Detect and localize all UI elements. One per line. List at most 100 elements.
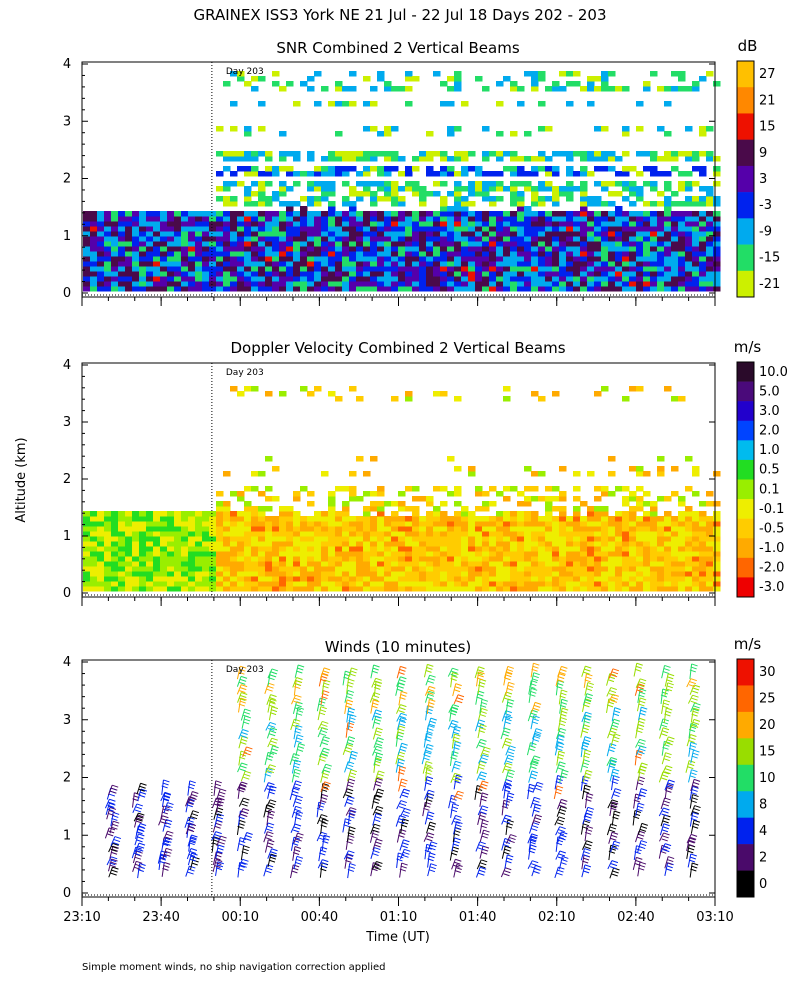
heatmap-cell (538, 156, 546, 162)
heatmap-cell (587, 236, 595, 242)
heatmap-cell (202, 221, 210, 227)
heatmap-cell (559, 536, 567, 542)
heatmap-cell (615, 231, 623, 237)
heatmap-cell (272, 496, 280, 502)
heatmap-cell (342, 561, 350, 567)
barb-flag (114, 836, 122, 840)
heatmap-cell (209, 241, 217, 247)
heatmap-cell (601, 491, 609, 497)
heatmap-cell (237, 496, 245, 502)
heatmap-cell (559, 586, 567, 592)
heatmap-cell (671, 201, 679, 207)
heatmap-cell (321, 576, 329, 582)
heatmap-cell (419, 526, 427, 532)
heatmap-cell (293, 156, 301, 162)
heatmap-cell (216, 586, 224, 592)
heatmap-cell (314, 546, 322, 552)
heatmap-cell (104, 211, 112, 217)
heatmap-cell (272, 196, 280, 202)
panel-content (83, 71, 721, 292)
heatmap-cell (510, 561, 518, 567)
barb-flag (347, 764, 354, 768)
heatmap-cell (468, 266, 476, 272)
heatmap-cell (594, 486, 602, 492)
heatmap-cell (573, 541, 581, 547)
heatmap-cell (258, 561, 266, 567)
heatmap-cell (650, 531, 658, 537)
wind-barb (293, 734, 304, 748)
heatmap-cell (419, 156, 427, 162)
heatmap-cell (398, 516, 406, 522)
heatmap-cell (538, 551, 546, 557)
wind-barb (319, 736, 330, 748)
heatmap-cell (356, 266, 364, 272)
heatmap-cell (447, 221, 455, 227)
heatmap-cell (573, 516, 581, 522)
heatmap-cell (307, 181, 315, 187)
heatmap-cell (153, 536, 161, 542)
wind-barb (188, 810, 199, 821)
barb-flag (347, 681, 354, 685)
heatmap-cell (433, 261, 441, 267)
barb-flag (324, 766, 332, 770)
barb-flag (108, 827, 116, 831)
barb-flag (295, 805, 302, 809)
heatmap-cell (349, 576, 357, 582)
barb-flag (242, 800, 249, 804)
heatmap-cell (97, 556, 105, 562)
heatmap-cell (230, 571, 238, 577)
heatmap-cell (419, 516, 427, 522)
heatmap-cell (454, 191, 462, 197)
heatmap-cell (482, 231, 490, 237)
heatmap-cell (272, 71, 280, 77)
heatmap-cell (335, 531, 343, 537)
heatmap-cell (552, 586, 560, 592)
heatmap-cell (664, 186, 672, 192)
heatmap-cell (125, 586, 133, 592)
barb-flag (111, 845, 118, 849)
heatmap-cell (552, 576, 560, 582)
heatmap-cell (657, 286, 665, 292)
heatmap-cell (174, 556, 182, 562)
heatmap-cell (335, 211, 343, 217)
heatmap-cell (531, 286, 539, 292)
heatmap-cell (454, 246, 462, 252)
heatmap-cell (510, 151, 518, 157)
heatmap-cell (496, 551, 504, 557)
heatmap-cell (524, 171, 532, 177)
heatmap-cell (258, 221, 266, 227)
heatmap-cell (601, 81, 609, 87)
heatmap-cell (706, 211, 714, 217)
barb-flag (346, 853, 354, 857)
heatmap-cell (545, 541, 553, 547)
heatmap-cell (601, 181, 609, 187)
heatmap-cell (650, 216, 658, 222)
heatmap-cell (349, 561, 357, 567)
heatmap-cell (104, 516, 112, 522)
barb-flag (321, 723, 328, 727)
heatmap-cell (321, 516, 329, 522)
heatmap-cell (97, 286, 105, 292)
heatmap-cell (678, 581, 686, 587)
wind-barb (134, 814, 144, 828)
heatmap-cell (216, 281, 224, 287)
heatmap-cell (237, 71, 245, 77)
heatmap-cell (342, 511, 350, 517)
heatmap-cell (713, 211, 721, 217)
heatmap-cell (657, 551, 665, 557)
barb-flag (239, 787, 246, 791)
heatmap-cell (629, 516, 637, 522)
barb-flag (112, 866, 119, 870)
heatmap-cell (482, 211, 490, 217)
barb-flag (241, 851, 248, 855)
heatmap-cell (230, 281, 238, 287)
heatmap-cell (272, 231, 280, 237)
barb-flag (377, 737, 384, 741)
heatmap-cell (489, 196, 497, 202)
heatmap-cell (468, 471, 476, 477)
heatmap-cell (188, 271, 196, 277)
heatmap-cell (629, 181, 637, 187)
heatmap-cell (573, 576, 581, 582)
heatmap-cell (118, 526, 126, 532)
